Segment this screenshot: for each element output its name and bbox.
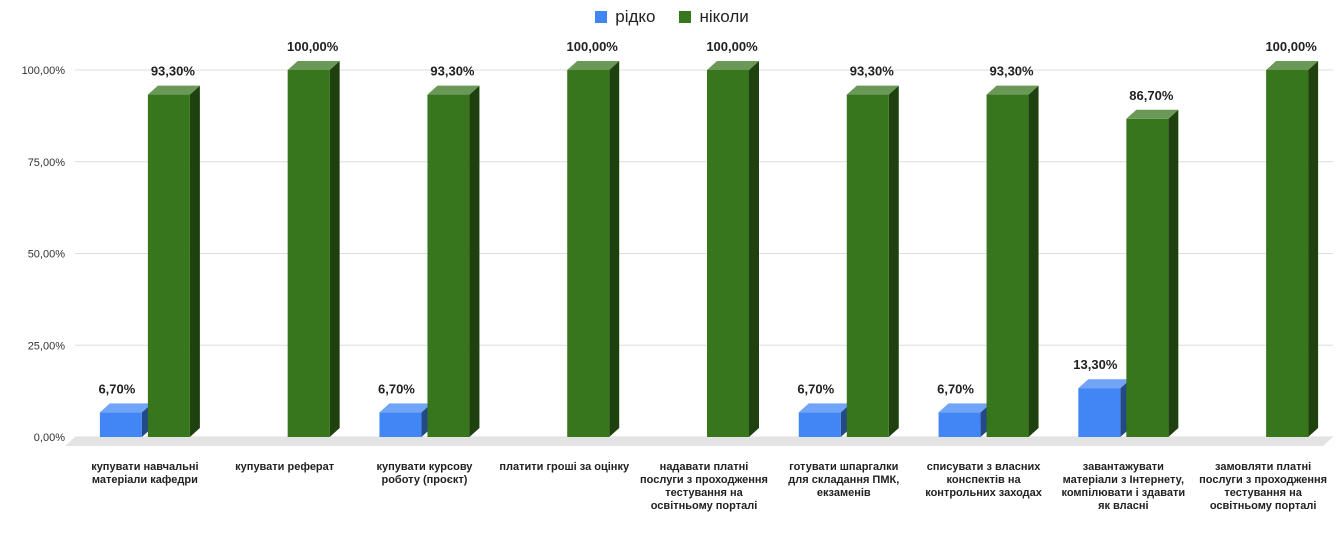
data-label-never: 100,00%: [706, 39, 758, 54]
bar-never-top: [287, 61, 340, 70]
bar-rarely-top: [798, 403, 851, 413]
bar-rarely: [99, 412, 142, 437]
y-tick-label: 50,00%: [28, 249, 66, 261]
y-tick-label: 75,00%: [28, 157, 66, 169]
legend-item-rarely: рідко: [595, 7, 655, 27]
bar-never: [846, 94, 889, 438]
bar-never: [1126, 118, 1169, 437]
data-label-never: 86,70%: [1129, 88, 1174, 103]
bar-rarely: [798, 412, 841, 437]
bar-never-side: [329, 61, 340, 437]
chart-floor: [65, 437, 1333, 446]
data-label-never: 93,30%: [430, 64, 475, 79]
bar-never-side: [189, 85, 200, 438]
bar-never-top: [567, 61, 620, 70]
bar-never: [147, 94, 190, 438]
bar-never: [287, 70, 330, 437]
bar-never: [1266, 70, 1309, 437]
bar-never: [986, 94, 1029, 438]
data-label-never: 93,30%: [990, 64, 1035, 79]
y-tick-label: 0,00%: [34, 432, 65, 444]
x-tick-label: платити гроші за оцінку: [499, 461, 630, 473]
bar-never-top: [846, 85, 899, 95]
y-tick-label: 25,00%: [28, 340, 66, 352]
x-tick-label: надавати платні послуги з проходження тест…: [640, 461, 768, 512]
data-label-rarely: 6,70%: [797, 381, 834, 396]
data-label-never: 100,00%: [1265, 39, 1317, 54]
legend-label-never: ніколи: [699, 7, 749, 26]
bar-never-top: [707, 61, 759, 70]
bar-never-side: [888, 85, 899, 438]
data-label-never: 93,30%: [850, 64, 895, 79]
bar-never-side: [1308, 61, 1319, 437]
bar-rarely: [379, 412, 422, 437]
bar-never-top: [1126, 109, 1179, 119]
data-label-rarely: 6,70%: [378, 381, 415, 396]
bar-rarely-top: [99, 403, 152, 413]
data-label-rarely: 6,70%: [98, 381, 135, 396]
bar-never: [427, 94, 470, 438]
x-tick-label: готувати шпаргалки для складання ПМК, екза…: [788, 461, 899, 499]
x-tick-label: купувати навчальні матеріали кафедри: [91, 461, 198, 486]
bar-never-top: [147, 85, 200, 95]
data-label-rarely: 6,70%: [937, 381, 974, 396]
bar-never-top: [427, 85, 480, 95]
data-label-rarely: 13,30%: [1073, 357, 1118, 372]
bar-rarely-top: [938, 403, 991, 413]
bar-never: [567, 70, 610, 437]
legend: рідко ніколи: [0, 7, 1344, 27]
legend-swatch-rarely: [595, 11, 608, 23]
x-tick-label: завантажувати матеріали з Інтернету, компі…: [1061, 461, 1185, 512]
bar-never-side: [1028, 85, 1039, 438]
bar-rarely: [938, 412, 981, 437]
bar-never-side: [609, 61, 620, 437]
bar-rarely-top: [379, 403, 432, 413]
bar-never-side: [749, 61, 759, 437]
bar-never: [707, 70, 749, 437]
bar-never-top: [986, 85, 1039, 95]
bar-rarely: [1078, 388, 1121, 437]
bar-rarely-top: [1078, 379, 1131, 389]
x-tick-label: купувати реферат: [235, 461, 335, 473]
bar-never-top: [1266, 61, 1319, 70]
data-label-never: 100,00%: [287, 39, 339, 54]
bar-never-side: [1168, 109, 1179, 437]
y-tick-label: 100,00%: [22, 65, 66, 77]
x-tick-label: списувати з власних конспектів на контроль…: [925, 461, 1043, 499]
legend-item-never: ніколи: [679, 7, 749, 27]
legend-swatch-never: [679, 11, 692, 23]
data-label-never: 100,00%: [567, 39, 619, 54]
data-label-never: 93,30%: [151, 64, 196, 79]
legend-label-rarely: рідко: [615, 7, 656, 26]
bar-never-side: [469, 85, 480, 438]
x-tick-label: замовляти платні послуги з проходження тес…: [1199, 461, 1327, 512]
x-tick-label: купувати курсову роботу (проєкт): [376, 461, 473, 486]
